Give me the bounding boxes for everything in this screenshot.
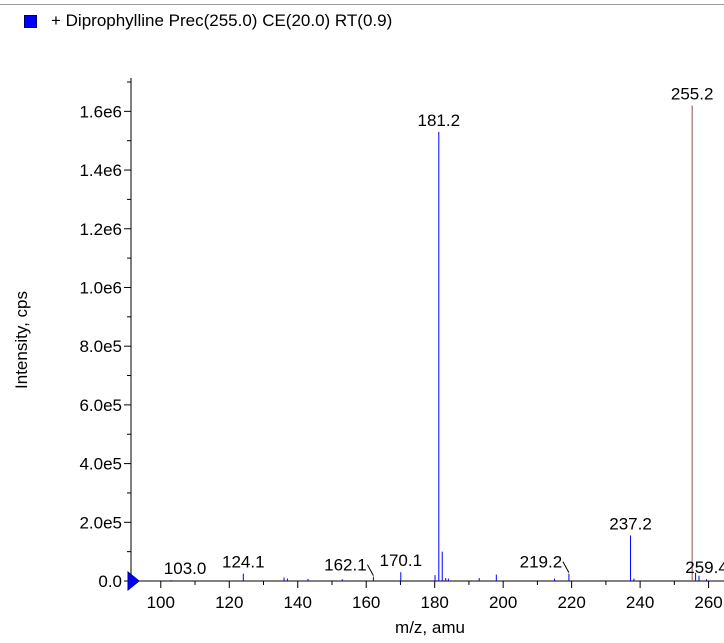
y-tick-label: 0.0	[98, 572, 122, 591]
x-tick-label: 120	[215, 593, 243, 612]
peak-label: 219.2	[520, 553, 563, 572]
peak-labels: 103.0 124.1 162.1 170.1 181.2 219.2 237.2 255.2…	[164, 84, 724, 578]
peak-label: 181.2	[418, 111, 461, 130]
label-leader	[562, 561, 570, 573]
axes: 100 120 140 160 180 200 220 240 260 0.0 2.0e5 4.0e5…	[79, 78, 724, 612]
label-leader	[366, 564, 374, 576]
x-tick-label: 220	[557, 593, 585, 612]
y-tick-label: 1.6e6	[79, 102, 122, 121]
peak-label: 255.2	[671, 84, 714, 103]
y-axis-label: Intensity, cps	[12, 291, 31, 389]
peaks	[170, 105, 708, 581]
peak-label: 162.1	[324, 556, 367, 575]
x-axis-label: m/z, amu	[395, 618, 465, 637]
x-tick-label: 140	[284, 593, 312, 612]
y-tick-label: 8.0e5	[79, 337, 122, 356]
peak-label: 170.1	[380, 551, 423, 570]
y-tick-label: 1.2e6	[79, 220, 122, 239]
x-tick-label: 160	[352, 593, 380, 612]
y-tick-label: 2.0e5	[79, 513, 122, 532]
peak-label: 259.4	[685, 558, 724, 577]
x-tick-label: 100	[147, 593, 175, 612]
x-tick-label: 260	[694, 593, 722, 612]
x-tick-label: 180	[421, 593, 449, 612]
y-tick-label: 6.0e5	[79, 396, 122, 415]
peak-label: 103.0	[164, 559, 207, 578]
legend: + Diprophylline Prec(255.0) CE(20.0) RT(…	[24, 11, 392, 31]
peak-label: 124.1	[222, 553, 265, 572]
peak-label: 237.2	[609, 515, 652, 534]
baseline-marker[interactable]	[127, 570, 140, 592]
legend-swatch[interactable]	[24, 14, 37, 28]
x-tick-label: 240	[626, 593, 654, 612]
y-tick-label: 1.4e6	[79, 161, 122, 180]
y-tick-label: 4.0e5	[79, 455, 122, 474]
y-tick-label: 1.0e6	[79, 278, 122, 297]
x-tick-label: 200	[489, 593, 517, 612]
top-border-line	[0, 4, 724, 5]
legend-label: + Diprophylline Prec(255.0) CE(20.0) RT(…	[51, 11, 393, 30]
